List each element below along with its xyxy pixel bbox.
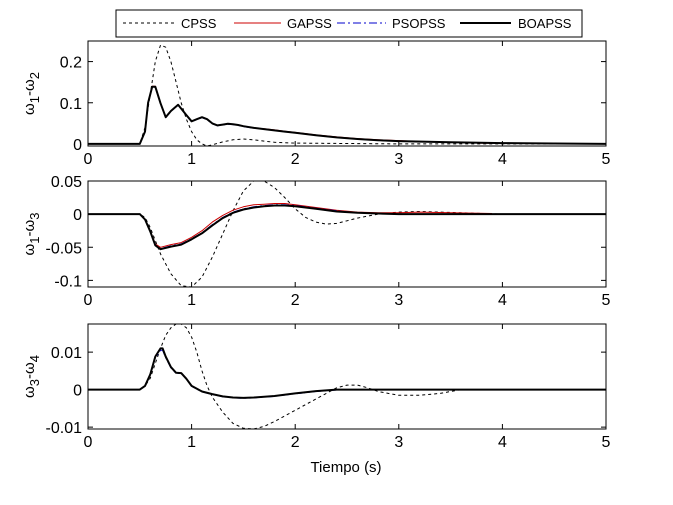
x-tick-label: 4 <box>498 434 507 451</box>
legend: CPSS GAPSS PSOPSS BOAPSS <box>115 9 583 38</box>
y-tick-label: 0 <box>73 383 82 400</box>
series-line-cpss <box>88 44 606 146</box>
x-tick-label: 4 <box>498 292 507 309</box>
subplot-1: 0 1 2 3 4 500.10.2ω1-ω2 <box>21 40 611 168</box>
y-tick-label: 0 <box>73 207 82 224</box>
y-axis-label-1: ω1-ω2 <box>21 72 42 115</box>
x-tick-label: 3 <box>394 292 403 309</box>
series-group-1 <box>88 44 606 146</box>
y-tick-label: -0.01 <box>46 420 83 437</box>
x-tick-label: 2 <box>291 292 300 309</box>
y-axis-label-subscript: 1 <box>27 96 42 103</box>
y-axis-label-part: -ω <box>21 362 38 379</box>
y-axis-label-part: -ω <box>21 220 38 237</box>
plot-area-3 <box>87 323 607 430</box>
x-tick-label: 0 <box>84 151 93 168</box>
y-axis-label-part: ω <box>21 386 38 398</box>
x-tick-label: 3 <box>394 151 403 168</box>
x-tick-label: 2 <box>291 151 300 168</box>
series-group-2 <box>88 181 606 287</box>
y-axis-label-subscript: 2 <box>27 72 42 79</box>
y-tick-label: 0.01 <box>51 345 82 362</box>
x-tick-label: 5 <box>602 292 611 309</box>
y-tick-label: -0.1 <box>54 273 82 290</box>
series-line-cpss <box>88 181 606 287</box>
x-tick-label: 0 <box>84 434 93 451</box>
x-tick-label: 4 <box>498 151 507 168</box>
legend-label-cpss: CPSS <box>181 16 217 31</box>
subplot-2: 0 1 2 3 4 50.050-0.05-0.1ω1-ω3 <box>21 174 611 309</box>
series-line-boapss <box>88 347 606 399</box>
y-axis-label-part: ω <box>21 243 38 255</box>
y-tick-label: -0.05 <box>46 240 83 257</box>
legend-label-gapss: GAPSS <box>287 16 332 31</box>
series-line-cpss <box>88 324 606 429</box>
legend-label-boapss: BOAPSS <box>518 16 572 31</box>
y-tick-label: 0.1 <box>60 96 82 113</box>
y-tick-label: 0 <box>73 137 82 154</box>
x-tick-label: 0 <box>84 292 93 309</box>
series-line-boapss <box>88 204 606 251</box>
series-group-3 <box>88 324 606 429</box>
y-axis-label-subscript: 4 <box>27 355 42 362</box>
x-tick-label: 5 <box>602 151 611 168</box>
y-axis-label-3: ω3-ω4 <box>21 355 42 398</box>
y-axis-label-2: ω1-ω3 <box>21 213 42 256</box>
x-axis-label: Tiempo (s) <box>310 459 381 476</box>
x-tick-label: 5 <box>602 434 611 451</box>
plot-area-1 <box>87 40 607 147</box>
series-line-boapss <box>88 85 606 145</box>
plot-area-2 <box>87 180 607 288</box>
x-tick-label: 1 <box>187 151 196 168</box>
y-axis-label-subscript: 3 <box>27 379 42 386</box>
x-tick-label: 2 <box>291 434 300 451</box>
y-axis-label-part: -ω <box>21 79 38 96</box>
y-axis-label-subscript: 3 <box>27 213 42 220</box>
y-tick-label: 0.2 <box>60 55 82 72</box>
x-tick-label: 1 <box>187 434 196 451</box>
y-axis-label-part: ω <box>21 103 38 115</box>
y-tick-label: 0.05 <box>51 174 82 191</box>
y-axis-label-subscript: 1 <box>27 237 42 244</box>
x-tick-label: 1 <box>187 292 196 309</box>
legend-label-psopss: PSOPSS <box>392 16 446 31</box>
subplots: 0 1 2 3 4 500.10.2ω1-ω20 1 2 3 4 50.050-0.05-0.1ω1… <box>21 40 611 451</box>
x-tick-label: 3 <box>394 434 403 451</box>
